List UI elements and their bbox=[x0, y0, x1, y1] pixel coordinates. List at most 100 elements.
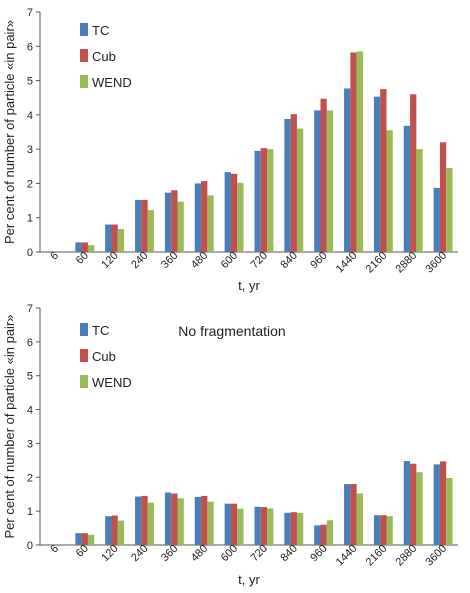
bar-cub bbox=[320, 524, 327, 545]
bar-cub bbox=[439, 461, 447, 545]
bar-wend bbox=[416, 472, 423, 545]
y-tick-label: 4 bbox=[27, 405, 33, 417]
y-tick-label: 6 bbox=[27, 337, 33, 349]
y-axis-label: Per cent of number of particle «in pair» bbox=[2, 20, 17, 244]
bar-cub bbox=[201, 181, 208, 252]
x-tick-label: 1440 bbox=[334, 543, 360, 569]
bar-cub bbox=[380, 89, 387, 253]
bar-wend bbox=[326, 110, 334, 253]
bar-wend bbox=[87, 245, 95, 252]
bar-tc bbox=[284, 118, 291, 252]
bar-wend bbox=[177, 201, 184, 252]
y-tick-label: 0 bbox=[27, 540, 33, 552]
legend-swatch-cub bbox=[80, 349, 88, 362]
legend-label-cub: Cub bbox=[92, 49, 116, 64]
legend-swatch-wend bbox=[80, 375, 88, 388]
legend-swatch-tc bbox=[80, 23, 88, 36]
legend-swatch-wend bbox=[80, 75, 88, 88]
x-tick-label: 720 bbox=[249, 543, 270, 564]
x-tick-label: 3600 bbox=[423, 250, 449, 276]
bar-tc bbox=[373, 96, 381, 252]
x-tick-label: 240 bbox=[129, 250, 150, 271]
bar-tc bbox=[403, 461, 411, 545]
bar-cub bbox=[201, 495, 208, 545]
chart-annotation: No fragmentation bbox=[178, 323, 285, 339]
bar-wend bbox=[446, 168, 453, 252]
bar-wend bbox=[296, 128, 304, 252]
bar-wend bbox=[87, 534, 95, 545]
bar-tc bbox=[314, 525, 321, 545]
bar-cub bbox=[290, 114, 297, 253]
bar-tc bbox=[373, 515, 381, 545]
x-tick-label: 1440 bbox=[334, 250, 360, 276]
bar-cub bbox=[230, 173, 238, 252]
x-tick-label: 2160 bbox=[364, 250, 390, 276]
y-tick-label: 5 bbox=[27, 371, 33, 383]
bar-cub bbox=[141, 495, 148, 545]
bar-tc bbox=[194, 496, 202, 545]
bar-tc bbox=[314, 110, 321, 253]
x-tick-label: 600 bbox=[219, 250, 240, 271]
bar-cub bbox=[380, 515, 387, 545]
x-tick-label: 600 bbox=[219, 543, 240, 564]
x-tick-label: 120 bbox=[99, 543, 120, 564]
y-tick-label: 1 bbox=[27, 506, 33, 518]
bar-cub bbox=[171, 190, 178, 252]
x-tick-label: 480 bbox=[189, 250, 210, 271]
y-tick-label: 3 bbox=[27, 144, 33, 156]
x-axis-label: t, yr bbox=[238, 572, 260, 587]
bar-wend bbox=[177, 498, 184, 545]
bar-wend bbox=[386, 516, 393, 545]
bar-wend bbox=[117, 229, 125, 252]
bar-wend bbox=[386, 130, 393, 252]
bar-wend bbox=[207, 501, 214, 545]
bar-tc bbox=[135, 199, 142, 252]
y-tick-label: 2 bbox=[27, 472, 33, 484]
y-tick-label: 5 bbox=[27, 76, 33, 88]
bar-tc bbox=[254, 506, 261, 545]
x-tick-label: 2160 bbox=[364, 543, 390, 569]
legend-label-tc: TC bbox=[92, 23, 109, 38]
bar-wend bbox=[416, 149, 423, 252]
x-tick-label: 240 bbox=[129, 543, 150, 564]
bar-cub bbox=[111, 515, 118, 545]
bar-wend bbox=[326, 520, 334, 545]
bar-cub bbox=[230, 503, 238, 545]
x-tick-label: 720 bbox=[249, 250, 270, 271]
bar-cub bbox=[81, 533, 88, 545]
legend-label-wend: WEND bbox=[92, 375, 132, 390]
bar-wend bbox=[267, 508, 274, 545]
legend-label-cub: Cub bbox=[92, 349, 116, 364]
bar-wend bbox=[207, 195, 214, 252]
bar-tc bbox=[403, 125, 411, 252]
bar-wend bbox=[356, 493, 363, 545]
bar-tc bbox=[224, 503, 231, 545]
bar-wend bbox=[356, 51, 363, 252]
bar-tc bbox=[344, 88, 351, 252]
x-tick-label: 960 bbox=[308, 543, 329, 564]
bar-wend bbox=[147, 502, 154, 545]
bar-wend bbox=[237, 508, 244, 545]
x-tick-label: 120 bbox=[99, 250, 120, 271]
bar-wend bbox=[446, 477, 453, 545]
bar-cub bbox=[141, 199, 148, 252]
x-tick-label: 840 bbox=[278, 250, 299, 271]
x-tick-label: 360 bbox=[159, 543, 180, 564]
bar-wend bbox=[296, 512, 304, 545]
bar-cub bbox=[260, 148, 268, 252]
bar-cub bbox=[111, 224, 118, 252]
bar-tc bbox=[344, 484, 351, 545]
bar-cub bbox=[350, 484, 357, 545]
x-tick-label: 840 bbox=[278, 543, 299, 564]
legend-swatch-cub bbox=[80, 49, 88, 62]
bar-tc bbox=[164, 492, 172, 545]
legend-label-wend: WEND bbox=[92, 75, 132, 90]
legend-swatch-tc bbox=[80, 323, 88, 336]
y-tick-label: 0 bbox=[27, 247, 33, 259]
bar-wend bbox=[147, 210, 154, 252]
bar-tc bbox=[75, 242, 82, 252]
bar-tc bbox=[194, 183, 202, 252]
bar-tc bbox=[105, 516, 112, 545]
bar-cub bbox=[320, 98, 327, 252]
